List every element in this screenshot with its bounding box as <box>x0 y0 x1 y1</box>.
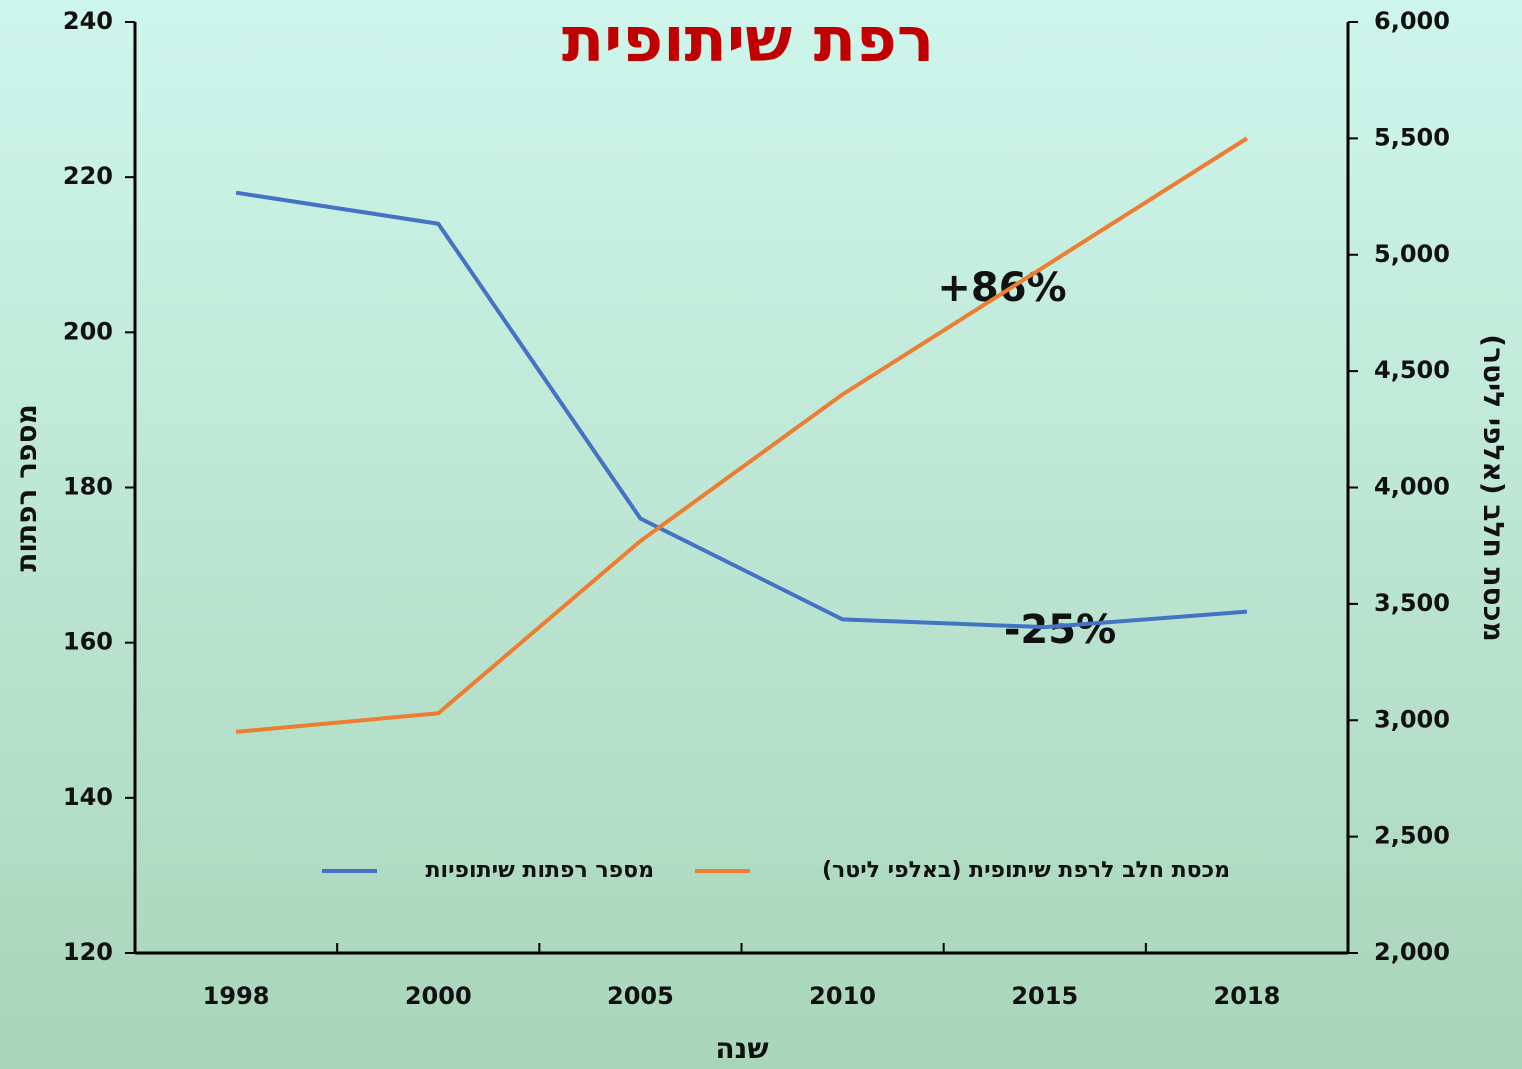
y2-tick-label: 2,000 <box>1374 938 1450 966</box>
y2-tick-label: 4,000 <box>1374 473 1450 501</box>
annotation: +86% <box>937 265 1066 311</box>
x-axis-title: שנה <box>715 1032 768 1065</box>
y-tick-label: 200 <box>63 317 113 345</box>
legend-label: מכסת חלב לרפת שיתופית (באלפי ליטר) <box>822 858 1230 883</box>
x-tick-label: 2010 <box>809 982 876 1010</box>
y-tick-label: 160 <box>63 628 113 656</box>
y-tick-label: 140 <box>63 783 113 811</box>
y2-tick-label: 6,000 <box>1374 7 1450 35</box>
x-tick-label: 2015 <box>1011 982 1078 1010</box>
chart-title: רפת שיתופית <box>562 3 934 76</box>
y2-axis-title: מכסת חלב (אלפי ליטר) <box>1477 334 1510 641</box>
y2-tick-label: 5,500 <box>1374 123 1450 151</box>
y-tick-label: 240 <box>63 7 113 35</box>
x-tick-label: 1998 <box>203 982 270 1010</box>
x-tick-label: 2018 <box>1214 982 1281 1010</box>
y-tick-label: 220 <box>63 162 113 190</box>
y2-tick-label: 4,500 <box>1374 356 1450 384</box>
y-axis-title: מספר רפתות <box>10 404 43 571</box>
legend-label: מספר רפתות שיתופיות <box>426 858 655 883</box>
series-line <box>235 190 1248 630</box>
y2-tick-label: 3,500 <box>1374 589 1450 617</box>
y2-tick-label: 5,000 <box>1374 240 1450 268</box>
y2-tick-label: 3,000 <box>1374 705 1450 733</box>
series-line <box>235 136 1248 734</box>
y2-tick-label: 2,500 <box>1374 822 1450 850</box>
x-tick-label: 2000 <box>405 982 472 1010</box>
y-tick-label: 180 <box>63 473 113 501</box>
y-tick-label: 120 <box>63 938 113 966</box>
annotation: -25% <box>1004 607 1116 653</box>
x-tick-label: 2005 <box>607 982 674 1010</box>
